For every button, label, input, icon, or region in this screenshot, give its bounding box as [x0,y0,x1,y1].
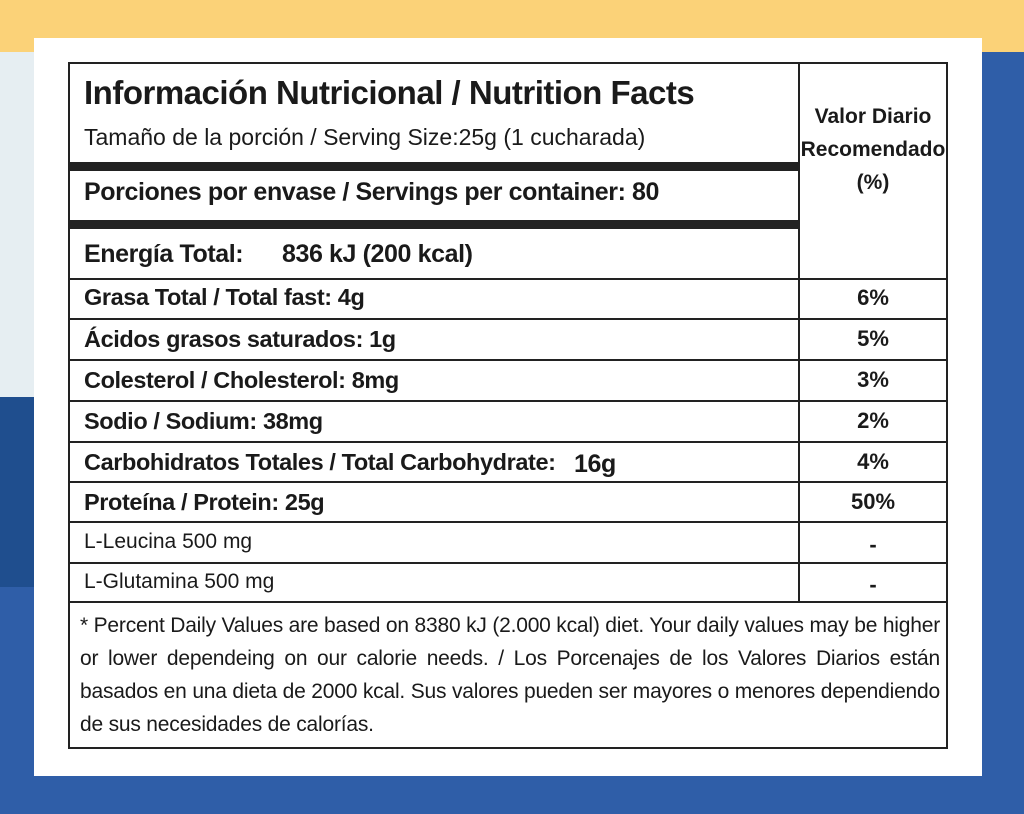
nutrient-label-carbohydrate: Carbohidratos Totales / Total Carbohydra… [84,449,556,475]
nutrient-label-sodium: Sodio / Sodium: 38mg [84,408,323,434]
row-divider [70,521,946,523]
row-divider [70,400,946,402]
energy-value: 836 kJ (200 kcal) [282,240,473,268]
label-title: Información Nutricional / Nutrition Fact… [84,74,695,111]
dv-leucine: - [869,532,877,557]
background-right [980,52,1024,814]
energy-label: Energía Total: [84,240,244,268]
thick-divider-2 [70,220,798,229]
row-divider [70,601,946,603]
dv-glutamine: - [869,572,877,597]
row-divider [70,562,946,564]
column-divider [798,64,800,602]
servings-per-container: Porciones por envase / Servings per cont… [84,178,660,206]
label-card [34,38,982,776]
row-divider [70,318,946,320]
dv-cholesterol: 3% [857,367,889,392]
nutrient-label-saturated-fat: Ácidos grasos saturados: 1g [84,326,396,352]
row-divider [70,359,946,361]
dv-carbohydrate: 4% [857,449,889,474]
row-divider [70,481,946,483]
nutrient-label-leucine: L-Leucina 500 mg [84,530,253,553]
serving-size: Tamaño de la porción / Serving Size:25g … [84,124,646,150]
nutrient-label-cholesterol: Colesterol / Cholesterol: 8mg [84,367,399,393]
dv-protein: 50% [850,489,896,514]
row-divider [70,278,946,280]
dv-sodium: 2% [857,408,889,433]
nutrition-facts-table: Información Nutricional / Nutrition Fact… [68,62,948,749]
nutrient-label-protein: Proteína / Protein: 25g [84,489,325,515]
thick-divider-1 [70,162,798,171]
daily-value-header: Valor Diario Recomendado (%) [800,105,946,194]
nutrient-value-carbohydrate: 16g [574,450,616,478]
nutrient-label-glutamine: L-Glutamina 500 mg [84,570,275,593]
footnote: * Percent Daily Values are based on 8380… [80,614,940,736]
dv-total-fat: 6% [857,285,889,310]
nutrient-label-total-fat: Grasa Total / Total fast: 4g [84,284,365,310]
dv-saturated-fat: 5% [857,326,889,351]
row-divider [70,441,946,443]
